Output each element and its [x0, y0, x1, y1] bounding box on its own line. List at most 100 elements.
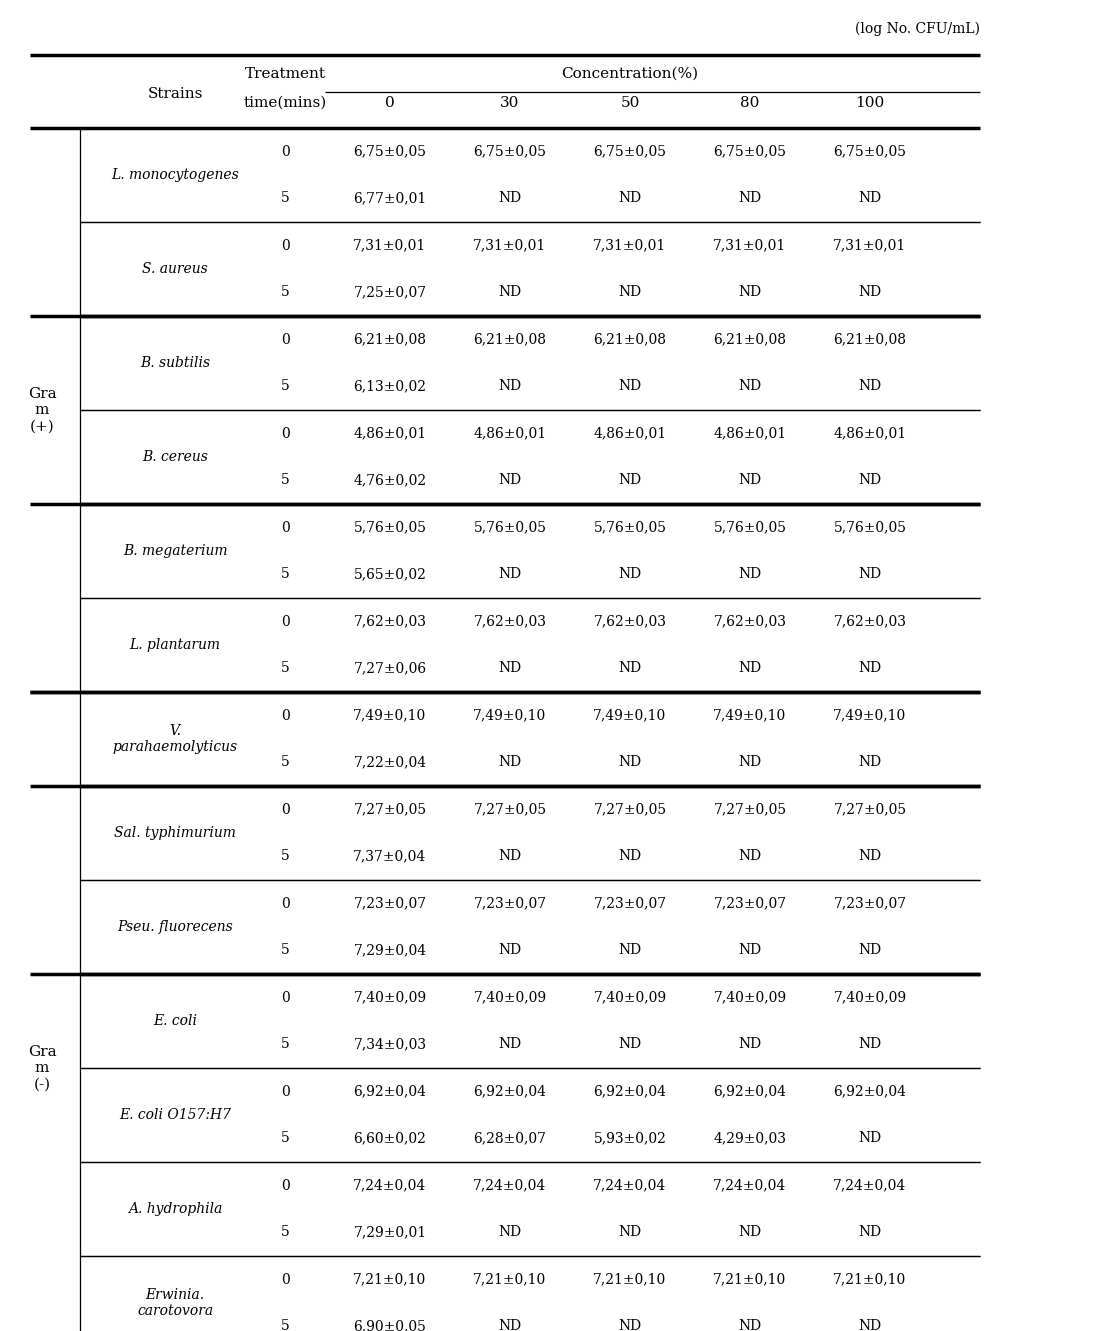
Text: ND: ND — [619, 849, 641, 864]
Text: 5,65±0,02: 5,65±0,02 — [354, 567, 426, 582]
Text: 7,40±0,09: 7,40±0,09 — [593, 990, 667, 1005]
Text: 5: 5 — [281, 379, 290, 394]
Text: ND: ND — [858, 1319, 882, 1331]
Text: 6,21±0,08: 6,21±0,08 — [714, 333, 787, 346]
Text: Gra
m
(-): Gra m (-) — [28, 1045, 56, 1091]
Text: 6,60±0,02: 6,60±0,02 — [354, 1131, 426, 1146]
Text: ND: ND — [498, 567, 521, 582]
Text: 7,34±0,03: 7,34±0,03 — [354, 1037, 426, 1051]
Text: S. aureus: S. aureus — [142, 262, 208, 276]
Text: 5,76±0,05: 5,76±0,05 — [834, 520, 906, 535]
Text: ND: ND — [858, 379, 882, 394]
Text: 7,23±0,07: 7,23±0,07 — [834, 897, 906, 910]
Text: 7,31±0,01: 7,31±0,01 — [714, 238, 787, 253]
Text: 4,76±0,02: 4,76±0,02 — [354, 474, 426, 487]
Text: 5: 5 — [281, 1131, 290, 1146]
Text: ND: ND — [498, 944, 521, 957]
Text: E. coli: E. coli — [153, 1014, 197, 1028]
Text: B. subtilis: B. subtilis — [140, 355, 210, 370]
Text: 6,77±0,01: 6,77±0,01 — [354, 192, 426, 205]
Text: 5: 5 — [281, 756, 290, 769]
Text: ND: ND — [739, 756, 762, 769]
Text: 6,92±0,04: 6,92±0,04 — [354, 1085, 426, 1098]
Text: ND: ND — [858, 944, 882, 957]
Text: 7,31±0,01: 7,31±0,01 — [593, 238, 667, 253]
Text: ND: ND — [619, 192, 641, 205]
Text: ND: ND — [619, 662, 641, 676]
Text: Strains: Strains — [148, 87, 203, 101]
Text: Erwinia.
carotovora: Erwinia. carotovora — [137, 1288, 213, 1318]
Text: ND: ND — [739, 286, 762, 299]
Text: ND: ND — [498, 379, 521, 394]
Text: ND: ND — [498, 474, 521, 487]
Text: 6,75±0,05: 6,75±0,05 — [473, 145, 546, 158]
Text: 7,23±0,07: 7,23±0,07 — [714, 897, 787, 910]
Text: 30: 30 — [500, 96, 519, 110]
Text: 0: 0 — [281, 1272, 290, 1287]
Text: 7,62±0,03: 7,62±0,03 — [714, 615, 787, 628]
Text: ND: ND — [858, 192, 882, 205]
Text: ND: ND — [739, 1037, 762, 1051]
Text: 7,62±0,03: 7,62±0,03 — [473, 615, 546, 628]
Text: ND: ND — [739, 1226, 762, 1239]
Text: L. plantarum: L. plantarum — [130, 638, 220, 652]
Text: 5: 5 — [281, 849, 290, 864]
Text: 6,92±0,04: 6,92±0,04 — [473, 1085, 546, 1098]
Text: 7,40±0,09: 7,40±0,09 — [354, 990, 426, 1005]
Text: 5,76±0,05: 5,76±0,05 — [593, 520, 667, 535]
Text: 100: 100 — [855, 96, 885, 110]
Text: 6,75±0,05: 6,75±0,05 — [354, 145, 426, 158]
Text: 7,29±0,04: 7,29±0,04 — [354, 944, 426, 957]
Text: ND: ND — [858, 286, 882, 299]
Text: 6,21±0,08: 6,21±0,08 — [354, 333, 426, 346]
Text: 7,24±0,04: 7,24±0,04 — [473, 1178, 546, 1193]
Text: 7,27±0,05: 7,27±0,05 — [834, 803, 906, 816]
Text: 4,86±0,01: 4,86±0,01 — [714, 426, 787, 441]
Text: 7,24±0,04: 7,24±0,04 — [834, 1178, 906, 1193]
Text: 7,40±0,09: 7,40±0,09 — [473, 990, 546, 1005]
Text: 0: 0 — [281, 897, 290, 910]
Text: ND: ND — [498, 286, 521, 299]
Text: ND: ND — [858, 1226, 882, 1239]
Text: 0: 0 — [281, 1085, 290, 1098]
Text: 7,21±0,10: 7,21±0,10 — [354, 1272, 426, 1287]
Text: 6,13±0,02: 6,13±0,02 — [354, 379, 426, 394]
Text: 6,92±0,04: 6,92±0,04 — [593, 1085, 667, 1098]
Text: 0: 0 — [281, 1178, 290, 1193]
Text: 50: 50 — [620, 96, 640, 110]
Text: 0: 0 — [281, 520, 290, 535]
Text: 7,40±0,09: 7,40±0,09 — [714, 990, 787, 1005]
Text: ND: ND — [619, 567, 641, 582]
Text: 7,27±0,05: 7,27±0,05 — [473, 803, 546, 816]
Text: ND: ND — [619, 1319, 641, 1331]
Text: 6,92±0,04: 6,92±0,04 — [834, 1085, 906, 1098]
Text: 7,31±0,01: 7,31±0,01 — [473, 238, 546, 253]
Text: 7,62±0,03: 7,62±0,03 — [593, 615, 667, 628]
Text: 7,49±0,10: 7,49±0,10 — [354, 708, 426, 723]
Text: ND: ND — [858, 1131, 882, 1146]
Text: Sal. typhimurium: Sal. typhimurium — [114, 827, 236, 840]
Text: 7,49±0,10: 7,49±0,10 — [593, 708, 667, 723]
Text: 6,92±0,04: 6,92±0,04 — [714, 1085, 787, 1098]
Text: ND: ND — [498, 756, 521, 769]
Text: 5,76±0,05: 5,76±0,05 — [473, 520, 546, 535]
Text: 7,21±0,10: 7,21±0,10 — [834, 1272, 906, 1287]
Text: 7,24±0,04: 7,24±0,04 — [714, 1178, 787, 1193]
Text: 4,86±0,01: 4,86±0,01 — [593, 426, 667, 441]
Text: 5,76±0,05: 5,76±0,05 — [714, 520, 787, 535]
Text: 5,76±0,05: 5,76±0,05 — [354, 520, 426, 535]
Text: ND: ND — [858, 567, 882, 582]
Text: B. cereus: B. cereus — [142, 450, 208, 465]
Text: 7,49±0,10: 7,49±0,10 — [834, 708, 906, 723]
Text: 7,29±0,01: 7,29±0,01 — [354, 1226, 426, 1239]
Text: Treatment: Treatment — [244, 67, 326, 81]
Text: ND: ND — [739, 662, 762, 676]
Text: Pseu. fluorecens: Pseu. fluorecens — [117, 920, 233, 934]
Text: 6,21±0,08: 6,21±0,08 — [834, 333, 906, 346]
Text: ND: ND — [619, 379, 641, 394]
Text: 5: 5 — [281, 1037, 290, 1051]
Text: 7,23±0,07: 7,23±0,07 — [354, 897, 426, 910]
Text: ND: ND — [739, 474, 762, 487]
Text: ND: ND — [619, 944, 641, 957]
Text: 7,27±0,05: 7,27±0,05 — [593, 803, 667, 816]
